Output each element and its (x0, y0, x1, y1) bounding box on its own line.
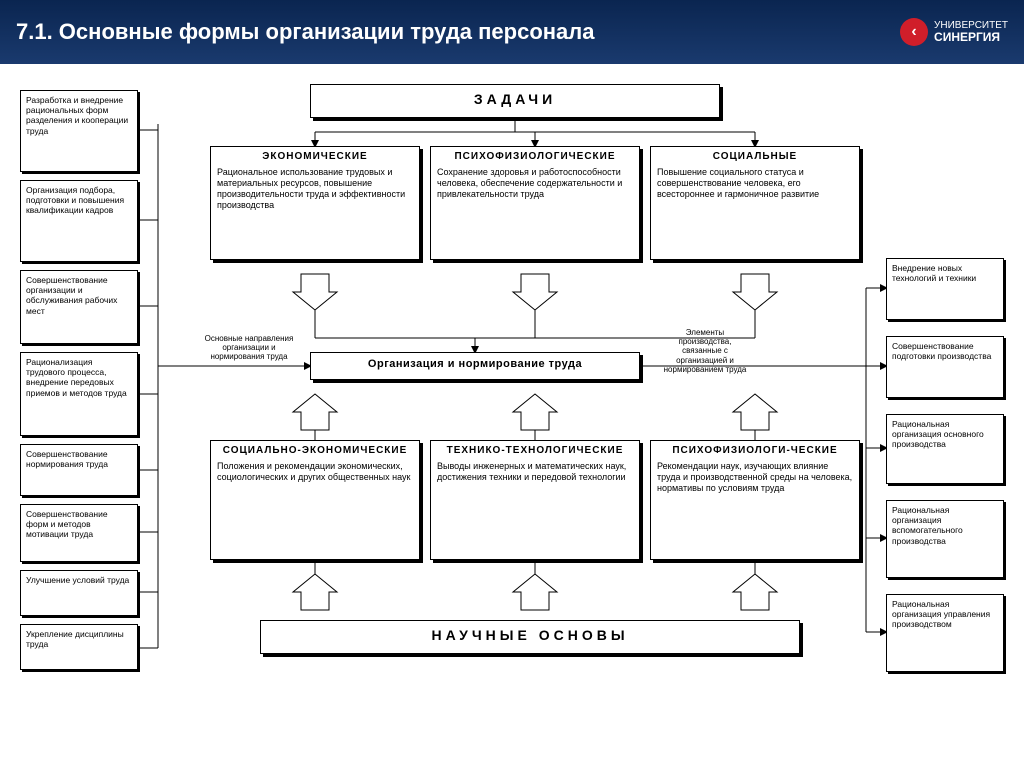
bot-socecon-box: СОЦИАЛЬНО-ЭКОНОМИЧЕСКИЕ Положения и реко… (210, 440, 420, 560)
left-item-1: Организация подбора, подготовки и повыше… (20, 180, 138, 262)
bot-tech-box: ТЕХНИКО-ТЕХНОЛОГИЧЕСКИЕ Выводы инженерны… (430, 440, 640, 560)
bot-psycho-box: ПСИХОФИЗИОЛОГИ-ЧЕСКИЕ Рекомендации наук,… (650, 440, 860, 560)
top-econ-title: ЭКОНОМИЧЕСКИЕ (217, 151, 413, 164)
logo: ‹ УНИВЕРСИТЕТ СИНЕРГИЯ (900, 18, 1008, 46)
tasks-box: ЗАДАЧИ (310, 84, 720, 118)
top-social-title: СОЦИАЛЬНЫЕ (657, 151, 853, 164)
top-psycho-body: Сохранение здоровья и работоспособности … (437, 167, 633, 201)
right-item-2: Рациональная организация основного произ… (886, 414, 1004, 484)
tasks-title: ЗАДАЧИ (474, 91, 556, 107)
science-title: НАУЧНЫЕ ОСНОВЫ (431, 627, 628, 643)
label-left: Основные направления организации и норми… (204, 334, 294, 362)
top-social-box: СОЦИАЛЬНЫЕ Повышение социального статуса… (650, 146, 860, 260)
right-item-1: Совершенствование подготовки производств… (886, 336, 1004, 398)
page-title: 7.1. Основные формы организации труда пе… (16, 19, 595, 45)
left-item-6: Улучшение условий труда (20, 570, 138, 616)
left-item-2: Совершенствование организации и обслужив… (20, 270, 138, 344)
bot-socecon-body: Положения и рекомендации экономических, … (217, 461, 413, 484)
center-title: Организация и нормирование труда (368, 358, 582, 370)
left-item-0: Разработка и внедрение рациональных форм… (20, 90, 138, 172)
top-econ-box: ЭКОНОМИЧЕСКИЕ Рациональное использование… (210, 146, 420, 260)
logo-line2: СИНЕРГИЯ (934, 31, 1008, 44)
bot-psycho-title: ПСИХОФИЗИОЛОГИ-ЧЕСКИЕ (657, 445, 853, 458)
top-social-body: Повышение социального статуса и совершен… (657, 167, 853, 201)
right-item-0: Внедрение новых технологий и техники (886, 258, 1004, 320)
left-item-5: Совершенствование форм и методов мотивац… (20, 504, 138, 562)
right-item-4: Рациональная организация управления прои… (886, 594, 1004, 672)
bot-socecon-title: СОЦИАЛЬНО-ЭКОНОМИЧЕСКИЕ (217, 445, 413, 458)
top-econ-body: Рациональное использование трудовых и ма… (217, 167, 413, 212)
bot-tech-title: ТЕХНИКО-ТЕХНОЛОГИЧЕСКИЕ (437, 445, 633, 458)
logo-text: УНИВЕРСИТЕТ СИНЕРГИЯ (934, 20, 1008, 44)
bot-tech-body: Выводы инженерных и математических наук,… (437, 461, 633, 484)
right-item-3: Рациональная организация вспомогательног… (886, 500, 1004, 578)
left-item-3: Рационализация трудового процесса, внедр… (20, 352, 138, 436)
center-box: Организация и нормирование труда (310, 352, 640, 380)
science-box: НАУЧНЫЕ ОСНОВЫ (260, 620, 800, 654)
left-item-4: Совершенствование нормирования труда (20, 444, 138, 496)
diagram-canvas: ЗАДАЧИ ЭКОНОМИЧЕСКИЕ Рациональное исполь… (0, 64, 1024, 767)
header: 7.1. Основные формы организации труда пе… (0, 0, 1024, 64)
label-right: Элементы производства, связанные с орган… (660, 328, 750, 374)
left-item-7: Укрепление дисциплины труда (20, 624, 138, 670)
top-psycho-title: ПСИХОФИЗИОЛОГИЧЕСКИЕ (437, 151, 633, 164)
top-psycho-box: ПСИХОФИЗИОЛОГИЧЕСКИЕ Сохранение здоровья… (430, 146, 640, 260)
logo-chevron-icon: ‹ (900, 18, 928, 46)
bot-psycho-body: Рекомендации наук, изучающих влияние тру… (657, 461, 853, 495)
